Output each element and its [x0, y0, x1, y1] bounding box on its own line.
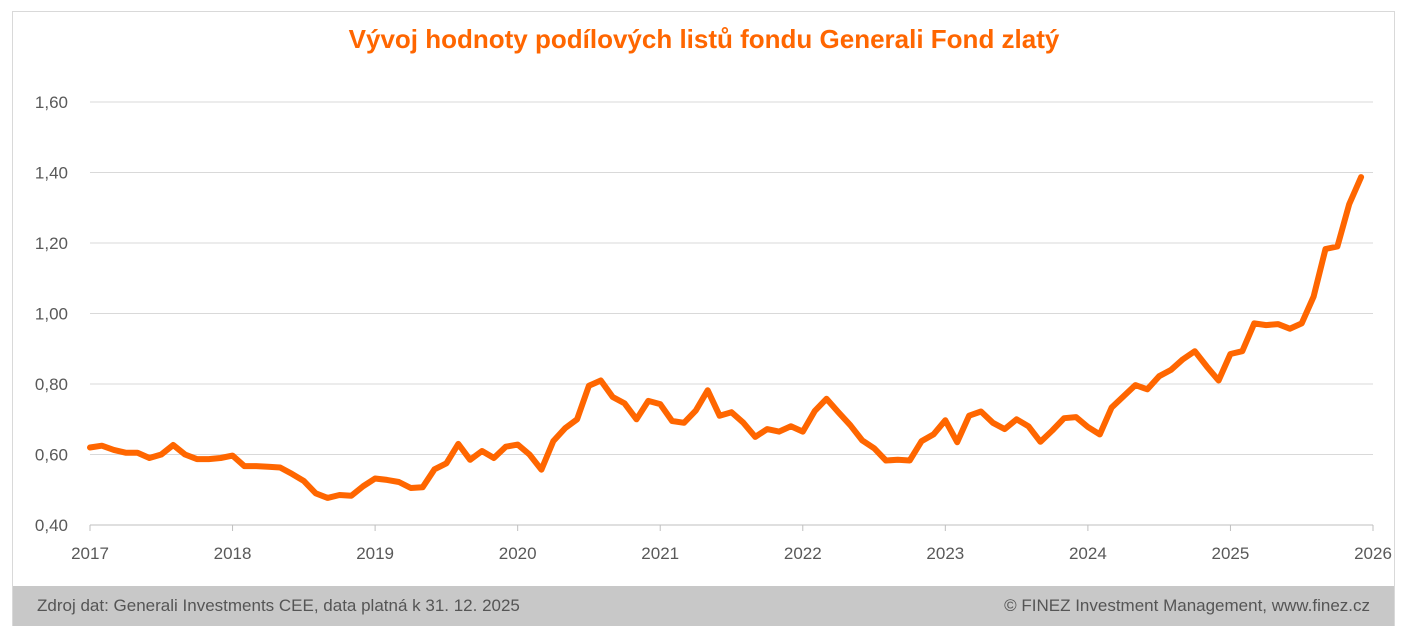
y-tick-label: 1,20 [35, 234, 68, 253]
x-tick-label: 2022 [784, 544, 822, 563]
chart-title: Vývoj hodnoty podílových listů fondu Gen… [348, 24, 1060, 54]
x-tick-label: 2019 [356, 544, 394, 563]
gridlines [90, 101, 1373, 455]
x-tick-label: 2021 [641, 544, 679, 563]
y-tick-label: 1,60 [35, 93, 68, 112]
y-tick-label: 0,60 [35, 446, 68, 465]
x-tick-label: 2020 [499, 544, 537, 563]
y-axis-ticks: 0,40 0,60 0,80 1,00 1,20 1,40 1,60 [35, 93, 68, 535]
data-source-note: Zdroj dat: Generali Investments CEE, dat… [37, 596, 520, 615]
x-tick-label: 2018 [214, 544, 252, 563]
chart-frame [12, 11, 1395, 626]
x-tick-label: 2025 [1212, 544, 1250, 563]
x-tick-label: 2024 [1069, 544, 1107, 563]
y-tick-label: 1,40 [35, 164, 68, 183]
series-group [87, 174, 1365, 501]
y-tick-label: 0,80 [35, 375, 68, 394]
x-tick-label: 2017 [71, 544, 109, 563]
y-tick-label: 1,00 [35, 305, 68, 324]
x-axis: 2017 2018 2019 2020 2021 2022 2023 2024 2025 2026 [71, 524, 1392, 563]
series-line [87, 174, 1365, 501]
footer-bar: Zdroj dat: Generali Investments CEE, dat… [13, 586, 1394, 626]
copyright-note: © FINEZ Investment Management, www.finez… [1004, 596, 1370, 615]
x-tick-label: 2026 [1354, 544, 1392, 563]
y-tick-label: 0,40 [35, 516, 68, 535]
x-tick-label: 2023 [926, 544, 964, 563]
